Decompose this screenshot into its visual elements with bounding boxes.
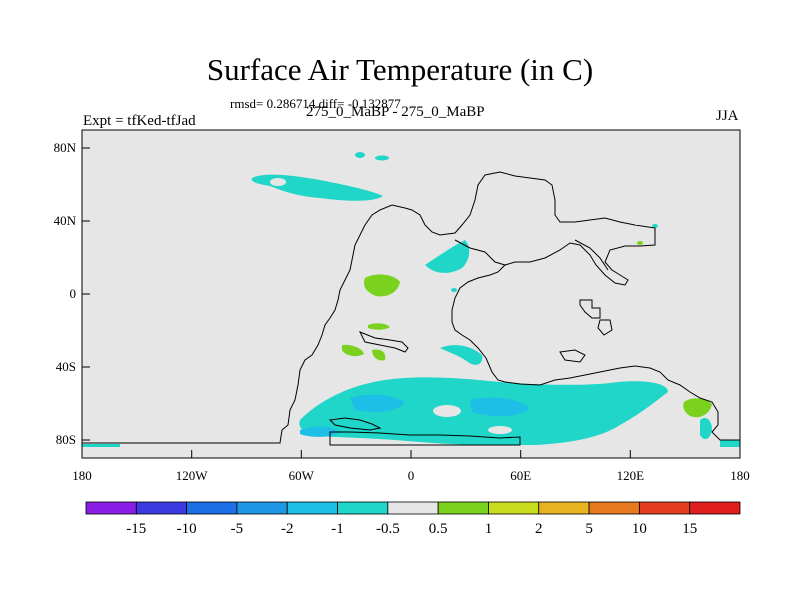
colorbar-swatch [538, 501, 590, 515]
anomaly-region [350, 394, 405, 412]
y-tick-label: 80N [54, 140, 77, 155]
anomaly-region [488, 426, 512, 434]
colorbar-label: -5 [231, 521, 244, 537]
coastline [82, 171, 740, 444]
anomaly-region [355, 152, 365, 158]
x-tick-label: 120E [617, 468, 645, 483]
colorbar-label: 0.5 [429, 521, 448, 537]
colorbar-swatch [337, 501, 389, 515]
colorbar-label: -0.5 [376, 521, 400, 537]
colorbar-swatch [488, 501, 540, 515]
anomaly-region [375, 155, 389, 161]
colorbar-swatch [135, 501, 188, 515]
anomaly-region [652, 224, 658, 228]
x-tick-label: 180 [72, 468, 92, 483]
anomaly-region [425, 240, 470, 273]
coastline [328, 417, 382, 431]
y-tick-label: 0 [70, 286, 77, 301]
anomaly-region [82, 444, 120, 447]
colorbar-label: 15 [682, 521, 697, 537]
colorbar-swatch [689, 501, 741, 515]
anomaly-fields [82, 152, 740, 447]
coastline [597, 319, 613, 336]
anomaly-region [440, 345, 483, 365]
anomaly-region [368, 323, 390, 330]
coastline [574, 239, 609, 271]
colorbar-swatch [387, 501, 439, 515]
colorbar-swatch [236, 501, 288, 515]
colorbar-label: -2 [281, 521, 294, 537]
colorbar-label: -15 [126, 521, 146, 537]
anomaly-region [342, 344, 364, 357]
season-label: JJA [716, 108, 739, 124]
colorbar-swatch [437, 501, 489, 515]
y-tick-label: 40S [56, 359, 76, 374]
x-tick-label: 120W [176, 468, 209, 483]
colorbar-swatch [85, 501, 137, 515]
anomaly-region [637, 241, 643, 245]
colorbar: -15 -10 -5 -2 -1 -0.5 0.5 1 2 5 10 15 [85, 501, 741, 537]
map-title: Surface Air Temperature (in C) [206, 52, 594, 87]
experiment-label: Expt = tfKed-tfJad [83, 113, 196, 129]
coastline [329, 431, 521, 446]
colorbar-label: 2 [535, 521, 543, 537]
y-tick-label: 80S [56, 432, 76, 447]
stats-label: rmsd= 0.286714 diff= -0.132877 [230, 96, 401, 111]
x-tick-label: 60E [510, 468, 531, 483]
x-tick-label: 0 [408, 468, 415, 483]
colorbar-swatch [638, 501, 691, 515]
coastline [358, 331, 409, 353]
subtitle-label: 275_0_MaBP - 275_0_MaBP [306, 104, 485, 120]
anomaly-region [364, 274, 400, 297]
anomaly-region [372, 349, 386, 361]
anomaly-region [683, 398, 712, 418]
colorbar-swatch [286, 501, 338, 515]
axis-ticks [81, 147, 741, 458]
anomaly-region [433, 405, 461, 417]
colorbar-swatch [186, 501, 238, 515]
colorbar-label: 10 [632, 521, 647, 537]
coastline [579, 299, 601, 319]
x-tick-label: 60W [289, 468, 315, 483]
x-tick-label: 180 [730, 468, 750, 483]
colorbar-label: 1 [485, 521, 493, 537]
anomaly-region [720, 440, 740, 447]
colorbar-swatch [588, 501, 640, 515]
continent-outlines [82, 171, 740, 446]
coastline [559, 349, 586, 363]
anomaly-region [451, 288, 457, 292]
y-tick-label: 40N [54, 213, 77, 228]
anomaly-region [470, 397, 530, 417]
anomaly-region [270, 178, 286, 186]
colorbar-label: -1 [331, 521, 344, 537]
colorbar-label: -10 [177, 521, 197, 537]
coastline [454, 239, 506, 266]
anomaly-region [700, 418, 712, 440]
colorbar-label: 5 [585, 521, 593, 537]
